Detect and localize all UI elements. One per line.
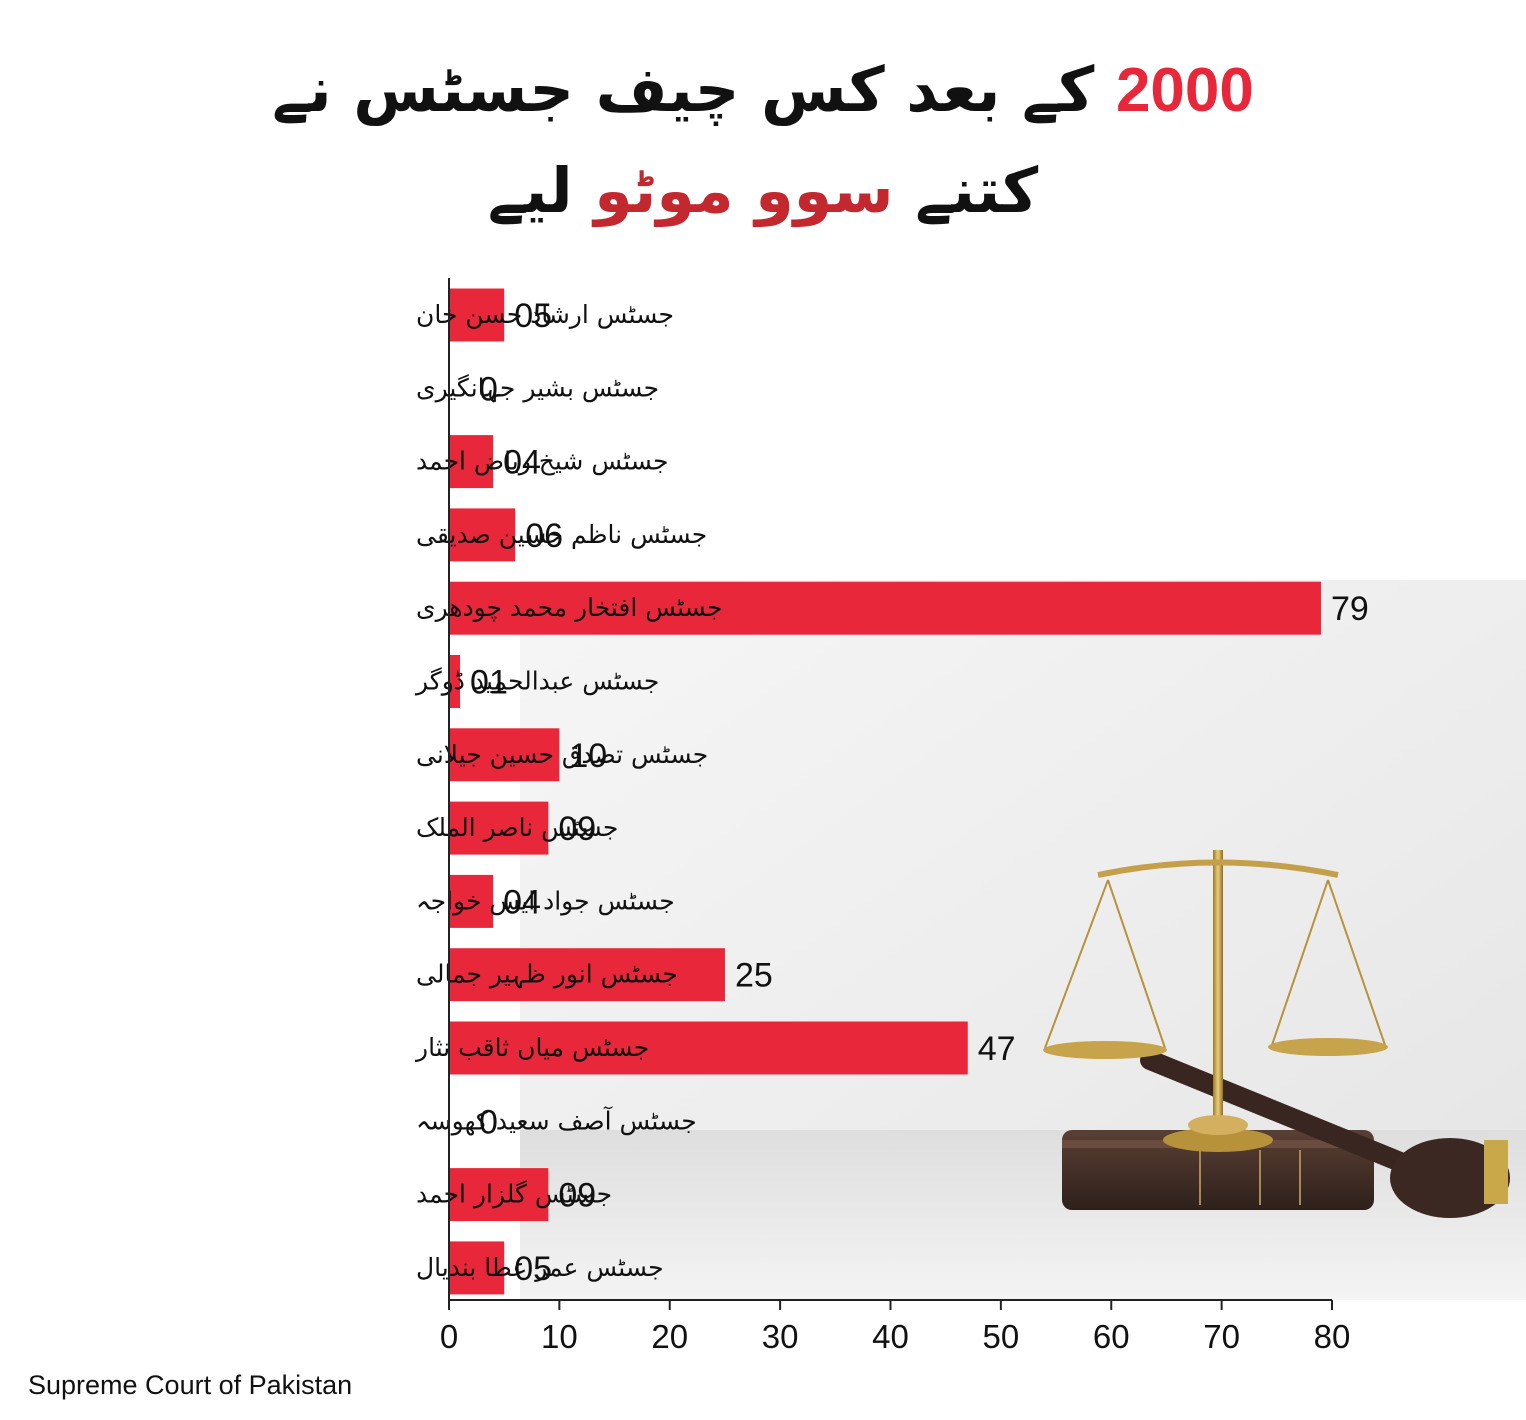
title-line-2: کتنے سوو موٹو لیے <box>0 141 1526 241</box>
x-tick-label: 70 <box>1203 1318 1240 1355</box>
bar-value-label: 0 <box>479 370 498 408</box>
category-label: جسٹس جواد ایس خواجہ <box>416 886 675 915</box>
bar <box>449 874 494 928</box>
bar-value-label: 79 <box>1331 590 1369 628</box>
x-tick-label: 10 <box>541 1318 578 1355</box>
background-photo <box>520 580 1526 1300</box>
category-label: جسٹس تصدق حسین جیلانی <box>416 740 708 769</box>
category-label: جسٹس انور ظہیر جمالی <box>416 960 678 989</box>
bar <box>449 288 505 342</box>
bar-value-label: 0 <box>479 1103 498 1141</box>
category-label: جسٹس ارشاد حسن خان <box>416 300 674 329</box>
title-line-2-prefix: کتنے <box>915 154 1039 227</box>
category-label: جسٹس افتخار محمد چودھری <box>416 593 722 622</box>
bar-value-label: 10 <box>569 737 607 775</box>
x-axis: 0 10 20 30 40 50 60 70 80 <box>440 278 1351 1355</box>
bar-value-label: 05 <box>514 1250 552 1288</box>
title-line-2-suffix: لیے <box>487 154 573 227</box>
bar <box>449 1168 549 1222</box>
bar-value-label: 25 <box>735 957 773 995</box>
x-tick-label: 30 <box>762 1318 799 1355</box>
title-line-1-text: کے بعد کس چیف جسٹس نے <box>272 53 1095 126</box>
title-line-1: 2000 کے بعد کس چیف جسٹس نے <box>0 40 1526 141</box>
bar <box>449 801 549 855</box>
category-label: جسٹس شیخ ریاض احمد <box>416 447 669 477</box>
bar-value-label: 09 <box>558 1177 596 1215</box>
bar <box>449 948 725 1002</box>
bar-value-label: 47 <box>978 1030 1016 1068</box>
bar <box>449 581 1321 635</box>
bar <box>449 1241 505 1295</box>
bars-group <box>449 288 1321 1295</box>
category-label: جسٹس ناصر الملک <box>416 813 618 842</box>
category-label: جسٹس ناظم حسین صدیقی <box>416 520 707 550</box>
bar <box>449 655 461 708</box>
x-tick-label: 80 <box>1314 1318 1351 1355</box>
bar-value-label: 04 <box>503 444 541 482</box>
bar <box>449 1021 968 1075</box>
category-label: جسٹس میاں ثاقب نثار <box>414 1033 649 1062</box>
bar <box>449 728 560 782</box>
category-label: جسٹس عبدالحمید ڈوگر <box>414 667 659 697</box>
x-tick-label: 40 <box>872 1318 909 1355</box>
category-label: جسٹس بشیر جہانگیری <box>416 373 659 402</box>
bar-value-label: 04 <box>503 883 541 921</box>
category-label: جسٹس آصف سعید کھوسہ <box>416 1105 697 1136</box>
title-year: 2000 <box>1115 56 1254 125</box>
bar-value-label: 05 <box>514 297 552 335</box>
x-tick-label: 50 <box>983 1318 1020 1355</box>
title-highlight: سوو موٹو <box>594 154 894 227</box>
category-label: جسٹس عمر عطا بندیال <box>416 1253 664 1282</box>
bar-value-label: 01 <box>470 664 508 702</box>
x-tick-label: 0 <box>440 1318 458 1355</box>
bar-value-label: 09 <box>558 810 596 848</box>
bar-value-label: 06 <box>525 517 563 555</box>
source-note: Supreme Court of Pakistan <box>28 1370 353 1400</box>
bar <box>449 435 494 489</box>
x-tick-label: 60 <box>1093 1318 1130 1355</box>
chart-title: 2000 کے بعد کس چیف جسٹس نے کتنے سوو موٹو… <box>0 40 1526 241</box>
x-tick-label: 20 <box>651 1318 688 1355</box>
category-label: جسٹس گلزار احمد <box>416 1180 612 1209</box>
scales-of-justice-icon <box>1043 850 1510 1218</box>
bar <box>449 508 516 562</box>
